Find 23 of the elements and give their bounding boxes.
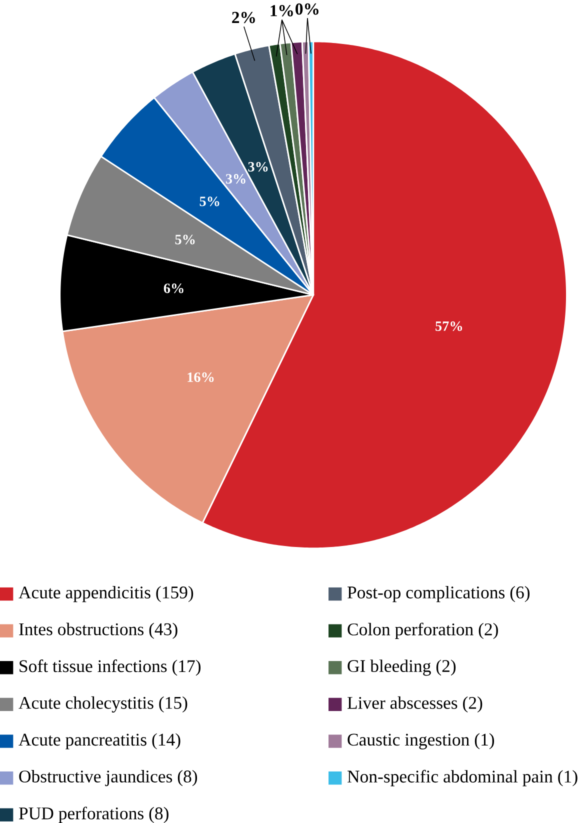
data-label: 1% [270, 5, 293, 16]
data-label: 3% [226, 174, 246, 184]
legend-label: Intes obstructions (43) [19, 622, 178, 639]
legend-label: GI bleeding (2) [348, 660, 456, 676]
legend-label: Soft tissue infections (17) [20, 659, 200, 676]
data-label: 57% [436, 321, 462, 332]
data-label: 2% [232, 12, 255, 24]
data-label: 3% [248, 162, 268, 172]
legend-label: PUD perforations (8) [18, 806, 168, 823]
legend-label: Acute pancreatitis (14) [18, 733, 180, 750]
legend-label: Colon perforation (2) [348, 622, 498, 639]
data-label: 5% [175, 234, 195, 244]
legend-label: Post-op complications (6) [347, 586, 530, 602]
data-label: 0% [296, 3, 318, 15]
legend-label: Acute appendicitis (159) [18, 586, 194, 602]
data-label: 16% [188, 372, 214, 382]
legend-label: Caustic ingestion (1) [348, 733, 494, 750]
legend-label: Acute cholecystitis (15) [18, 696, 188, 713]
legend-label: Liver abscesses (2) [347, 696, 482, 712]
legend-label: Non-specific abdominal pain (1) [347, 770, 578, 786]
data-label: 5% [200, 196, 220, 206]
data-label: 6% [164, 284, 184, 294]
legend-label: Obstructive jaundices (8) [19, 770, 198, 786]
